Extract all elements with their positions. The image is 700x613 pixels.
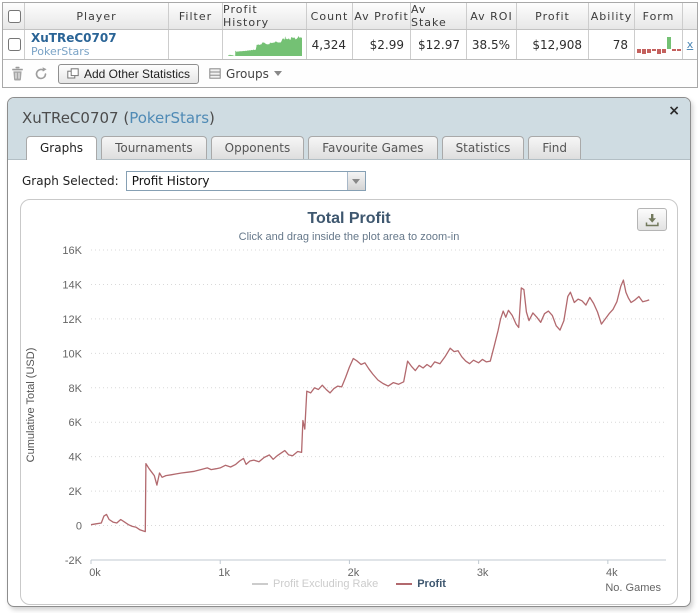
col-filter[interactable]: Filter <box>169 3 223 29</box>
tab-find[interactable]: Find <box>528 136 582 159</box>
select-arrow-button[interactable] <box>346 172 365 190</box>
table-toolbar: Add Other Statistics Groups <box>3 59 697 87</box>
col-player[interactable]: Player <box>25 3 169 29</box>
svg-text:4K: 4K <box>69 452 83 464</box>
graph-select[interactable]: Profit History <box>125 171 366 191</box>
svg-text:0: 0 <box>76 521 82 533</box>
panel-body: Graph Selected: Profit History Total Pro… <box>8 160 690 605</box>
groups-dropdown[interactable]: Groups <box>209 67 282 81</box>
results-table: Player Filter Profit History Count Av Pr… <box>2 2 698 88</box>
x-axis-title: No. Games <box>605 582 661 594</box>
svg-text:-2K: -2K <box>65 555 83 567</box>
ability-value: 78 <box>589 30 635 59</box>
col-av-stake[interactable]: Av Stake <box>411 3 467 29</box>
remove-row-link[interactable]: x <box>686 38 694 51</box>
trash-icon[interactable] <box>11 66 24 81</box>
graph-select-value: Profit History <box>131 174 210 188</box>
svg-text:6K: 6K <box>69 417 83 429</box>
add-other-statistics-label: Add Other Statistics <box>84 66 191 81</box>
col-profit-history[interactable]: Profit History <box>223 3 307 29</box>
tab-favourite-games[interactable]: Favourite Games <box>308 136 438 159</box>
av-profit-value: $2.99 <box>353 30 411 59</box>
select-all-cell <box>3 3 25 29</box>
tab-tournaments[interactable]: Tournaments <box>101 136 207 159</box>
download-icon <box>645 213 659 226</box>
legend-dash <box>396 583 413 585</box>
panel-close-button[interactable]: × <box>668 103 680 119</box>
groups-label: Groups <box>226 66 269 81</box>
legend-item-profit[interactable]: Profit <box>396 578 446 590</box>
chevron-down-icon <box>273 71 282 76</box>
panel-title: XuTReC0707 (PokerStars) <box>22 109 215 127</box>
col-form[interactable]: Form <box>635 3 683 29</box>
col-count[interactable]: Count <box>307 3 353 29</box>
select-all-checkbox[interactable] <box>7 9 21 23</box>
svg-text:10K: 10K <box>62 348 82 360</box>
legend-dash <box>252 583 269 585</box>
col-av-profit[interactable]: Av Profit <box>353 3 411 29</box>
refresh-icon[interactable] <box>34 66 48 81</box>
av-roi-value: 38.5% <box>467 30 517 59</box>
profit-history-cell[interactable] <box>223 30 307 59</box>
svg-text:Cumulative Total (USD): Cumulative Total (USD) <box>25 348 37 463</box>
svg-text:2k: 2k <box>348 567 360 579</box>
filter-cell <box>169 30 223 59</box>
profit-series-line <box>90 279 650 533</box>
add-other-statistics-button[interactable]: Add Other Statistics <box>58 63 200 84</box>
col-profit[interactable]: Profit <box>517 3 589 29</box>
panel-header: XuTReC0707 (PokerStars) × Graphs Tournam… <box>8 98 690 160</box>
player-name-link[interactable]: XuTReC0707 <box>31 30 117 45</box>
av-stake-value: $12.97 <box>411 30 467 59</box>
player-cell: XuTReC0707 PokerStars <box>25 30 169 59</box>
col-ability[interactable]: Ability <box>589 3 635 29</box>
remove-cell: x <box>683 30 697 59</box>
row-checkbox[interactable] <box>7 38 21 51</box>
form-cell <box>635 30 683 59</box>
player-site-label: PokerStars <box>31 44 90 58</box>
svg-text:1k: 1k <box>218 567 230 579</box>
svg-text:0k: 0k <box>89 567 101 579</box>
svg-text:4k: 4k <box>606 567 618 579</box>
col-av-roi[interactable]: Av ROI <box>467 3 517 29</box>
svg-text:16K: 16K <box>62 245 82 257</box>
chevron-down-icon <box>352 178 361 184</box>
legend-item-profit-excluding-rake[interactable]: Profit Excluding Rake <box>252 578 378 590</box>
profit-sparkline-chart <box>227 36 302 56</box>
add-statistics-icon <box>67 68 79 79</box>
graph-selected-label: Graph Selected: <box>22 174 119 188</box>
download-chart-button[interactable] <box>637 208 667 231</box>
profit-value: $12,908 <box>517 30 589 59</box>
col-remove <box>683 3 697 29</box>
svg-text:12K: 12K <box>62 314 82 326</box>
player-panel: XuTReC0707 (PokerStars) × Graphs Tournam… <box>7 97 691 607</box>
profit-chart[interactable]: Total Profit Click and drag inside the p… <box>20 199 678 605</box>
chart-legend: Profit Excluding Rake Profit <box>21 578 677 590</box>
panel-title-name: XuTReC0707 <box>22 109 119 127</box>
table-row: XuTReC0707 PokerStars 4,324 $2.99 $12.97… <box>3 30 697 59</box>
count-value: 4,324 <box>307 30 353 59</box>
groups-icon <box>209 68 221 79</box>
panel-title-site[interactable]: PokerStars <box>129 109 210 127</box>
tab-statistics[interactable]: Statistics <box>441 136 525 159</box>
chart-title: Total Profit <box>307 210 391 227</box>
profit-line-plot[interactable]: 16K 14K 12K 10K 8K 6K 4K 2K 0 -2K 0k 1k 2k 3k 4k Cumula… <box>21 244 679 582</box>
svg-text:2K: 2K <box>69 486 83 498</box>
chart-footer: Profit Excluding Rake Profit No. Games <box>21 578 677 594</box>
svg-text:3k: 3k <box>477 567 489 579</box>
tab-opponents[interactable]: Opponents <box>210 136 305 159</box>
table-header: Player Filter Profit History Count Av Pr… <box>3 3 697 30</box>
chart-subtitle: Click and drag inside the plot area to z… <box>238 231 460 243</box>
svg-text:8K: 8K <box>69 383 83 395</box>
svg-text:14K: 14K <box>62 279 82 291</box>
tab-bar: Graphs Tournaments Opponents Favourite G… <box>22 136 676 160</box>
tab-graphs[interactable]: Graphs <box>26 136 98 160</box>
row-select-cell <box>3 30 25 59</box>
graph-select-row: Graph Selected: Profit History <box>22 171 678 191</box>
form-bars-chart <box>636 36 681 54</box>
